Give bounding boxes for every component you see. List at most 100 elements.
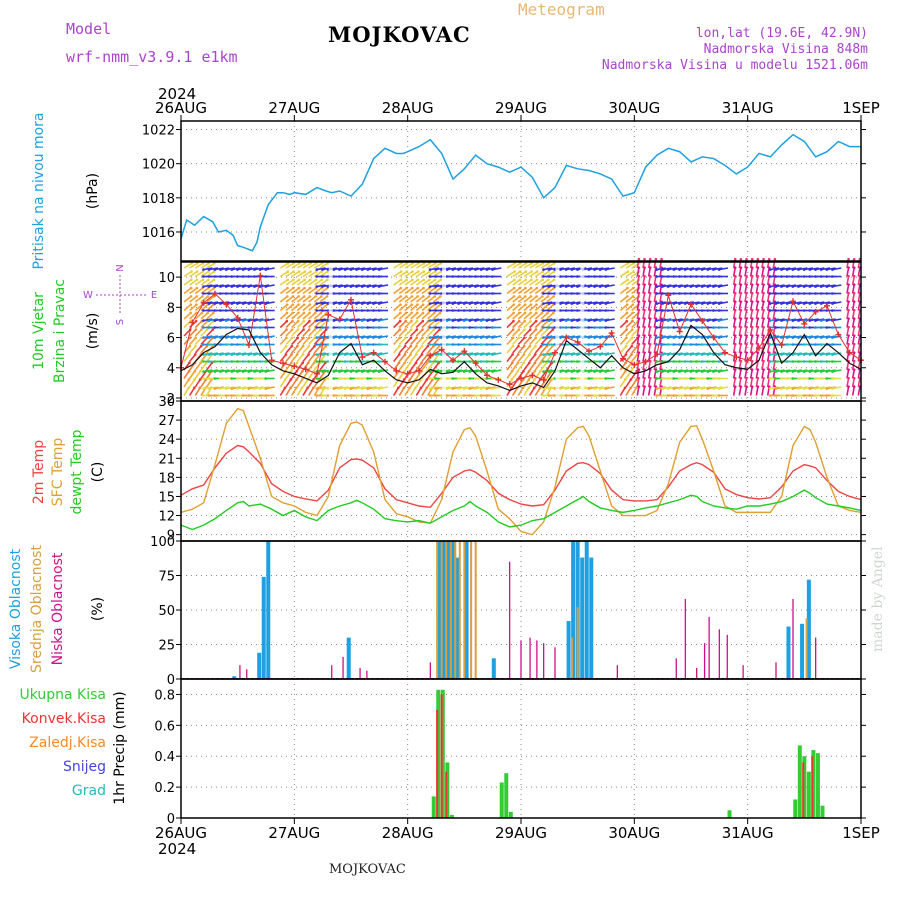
wind-arrow-head <box>791 285 795 288</box>
wind-arrow <box>463 267 474 271</box>
wind-arrow-head <box>695 343 698 346</box>
wind-arrow <box>429 318 440 322</box>
wind-arrow-head <box>338 302 341 305</box>
wind-arrow-head <box>852 376 856 380</box>
wind-arrow <box>599 335 610 339</box>
wind-arrow-head <box>253 343 256 346</box>
wind-arrow-head <box>338 285 341 288</box>
wind-gust-marker <box>801 320 808 327</box>
wind-arrow-head <box>733 325 737 329</box>
wind-arrow-head <box>377 394 381 397</box>
wind-arrow <box>506 370 513 379</box>
wind-arrow-head <box>377 377 381 380</box>
wind-arrow-head <box>426 336 430 340</box>
wind-arrow-head <box>224 336 228 339</box>
wind-arrow-head <box>551 328 555 331</box>
wind-arrow <box>333 301 343 305</box>
wind-arrow <box>605 301 615 305</box>
cloud-bar-high <box>589 557 594 679</box>
wind-arrow <box>667 386 678 390</box>
wind-arrow-head <box>706 360 709 363</box>
wind-arrow <box>529 312 537 320</box>
wind-arrow <box>319 295 328 303</box>
wind-arrow <box>350 386 360 390</box>
wind-arrow-head <box>193 378 196 381</box>
wind-arrow-head <box>672 285 676 288</box>
wind-arrow-head <box>415 336 419 340</box>
wind-arrow-head <box>474 302 477 305</box>
wind-arrow <box>378 267 389 271</box>
wind-arrow-head <box>540 328 543 331</box>
wind-arrow <box>265 352 275 356</box>
wind-arrow-head <box>739 351 743 354</box>
wind-arrow-head <box>559 302 562 305</box>
wind-arrow-head <box>672 326 675 329</box>
wind-arrow <box>231 352 241 356</box>
wind-arrow <box>738 318 742 328</box>
wind-arrow <box>361 369 372 373</box>
wind-arrow <box>410 337 418 346</box>
wind-arrow <box>594 267 604 271</box>
precip-legend-item: Grad <box>72 783 106 799</box>
wind-arrow <box>803 284 814 288</box>
wind-arrow <box>540 370 547 379</box>
wind-arrow-head <box>802 360 806 363</box>
wind-arrow <box>506 328 514 337</box>
wind-arrow <box>208 301 219 305</box>
wind-arrow-head <box>377 275 381 278</box>
wind-arrow <box>203 267 213 271</box>
wind-arrow-head <box>706 285 710 288</box>
wind-arrow-head <box>468 275 471 278</box>
wind-arrow <box>254 369 264 373</box>
wind-arrow <box>803 267 814 271</box>
wind-arrow-head <box>195 286 199 290</box>
wind-arrow-head <box>332 302 336 305</box>
wind-arrow-head <box>300 378 304 381</box>
wind-arrow <box>203 352 213 356</box>
wind-arrow-head <box>258 387 262 390</box>
wind-arrow <box>404 270 413 278</box>
wind-arrow-head <box>200 311 204 315</box>
wind-arrow <box>673 301 683 305</box>
wind-arrow <box>529 295 538 303</box>
cloud-bar-low <box>616 665 618 679</box>
wind-arrow <box>851 377 856 388</box>
wind-arrow-head <box>325 311 328 315</box>
wind-arrow <box>319 279 328 286</box>
wind-arrow-head <box>791 343 794 346</box>
wind-arrow <box>529 270 538 278</box>
wind-arrow-head <box>408 386 411 390</box>
wind-arrow-head <box>814 360 817 363</box>
wind-arrow <box>200 345 208 354</box>
wind-arrow <box>769 301 780 305</box>
wind-arrow <box>410 320 418 329</box>
wind-arrow <box>738 284 742 294</box>
wind-arrow-head <box>355 394 358 397</box>
wind-arrow <box>534 320 543 329</box>
wind-arrow <box>302 320 311 329</box>
wind-arrow-head <box>604 353 608 356</box>
cloud-bar-low <box>536 640 538 679</box>
wind-arrow <box>415 304 424 312</box>
wind-arrow <box>183 328 191 337</box>
wind-arrow <box>231 369 241 373</box>
wind-arrow-head <box>445 292 449 295</box>
wind-gust-marker <box>790 298 796 305</box>
wind-arrow-head <box>559 377 562 380</box>
wind-arrow <box>206 312 214 320</box>
wind-arrow-head <box>285 311 289 315</box>
wind-arrow-head <box>825 394 828 397</box>
wind-arrow-head <box>570 275 573 278</box>
wind-arrow-head <box>648 342 652 346</box>
precip-bar-conv <box>436 709 439 818</box>
wind-arrow-head <box>547 336 551 339</box>
wind-arrow-head <box>491 302 494 305</box>
wind-arrow-head <box>629 386 632 390</box>
wind-arrow-head <box>756 291 760 295</box>
wind-arrow <box>523 362 531 371</box>
wind-arrow-head <box>825 360 828 363</box>
wind-arrow-head <box>199 361 203 365</box>
wind-arrow <box>851 292 856 303</box>
wind-arrow-head <box>852 257 856 261</box>
wind-arrow <box>302 287 311 295</box>
